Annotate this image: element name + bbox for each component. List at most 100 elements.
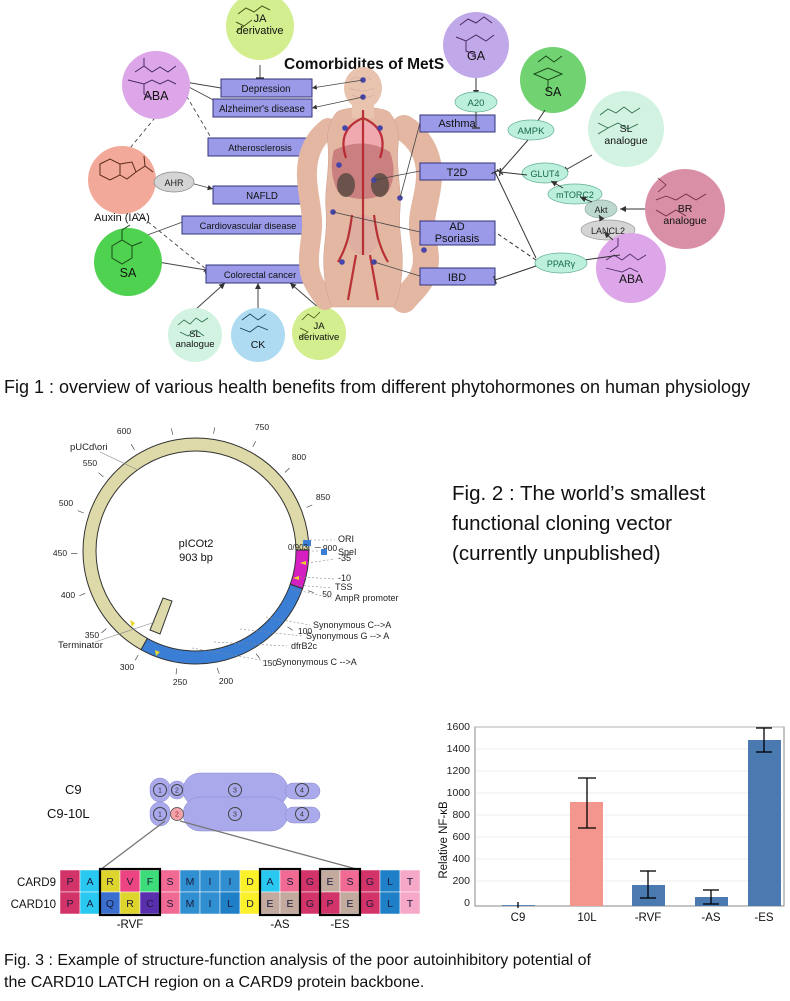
svg-text:200: 200 bbox=[219, 676, 233, 686]
svg-text:SA: SA bbox=[120, 266, 137, 280]
svg-text:A: A bbox=[86, 898, 93, 910]
svg-text:500: 500 bbox=[59, 498, 73, 508]
svg-text:-AS: -AS bbox=[701, 912, 721, 924]
svg-text:400: 400 bbox=[61, 590, 75, 600]
svg-text:1: 1 bbox=[158, 788, 162, 795]
svg-text:ORI: ORI bbox=[338, 534, 354, 544]
svg-text:derivative: derivative bbox=[299, 332, 340, 343]
svg-text:L: L bbox=[387, 876, 393, 888]
svg-text:-ES: -ES bbox=[754, 912, 774, 924]
svg-text:-ES: -ES bbox=[330, 919, 350, 931]
svg-text:A: A bbox=[86, 876, 93, 888]
svg-text:P: P bbox=[326, 898, 333, 910]
svg-text:AD: AD bbox=[449, 221, 464, 233]
svg-text:Fig. 2 : The world’s smallest: Fig. 2 : The world’s smallest bbox=[452, 482, 706, 505]
svg-text:dfrB2c: dfrB2c bbox=[291, 641, 318, 651]
svg-text:Auxin (IAA): Auxin (IAA) bbox=[94, 212, 150, 224]
svg-text:CK: CK bbox=[251, 339, 266, 351]
svg-text:4: 4 bbox=[300, 788, 304, 795]
svg-text:903 bp: 903 bp bbox=[179, 552, 213, 564]
svg-text:P: P bbox=[66, 898, 73, 910]
svg-text:GA: GA bbox=[467, 49, 486, 63]
svg-text:AmpR promoter: AmpR promoter bbox=[335, 593, 399, 603]
svg-text:300: 300 bbox=[120, 662, 134, 672]
svg-text:E: E bbox=[286, 898, 293, 910]
svg-text:200: 200 bbox=[452, 875, 470, 887]
svg-text:3: 3 bbox=[233, 812, 237, 819]
svg-text:I: I bbox=[209, 898, 212, 910]
svg-text:C9-10L: C9-10L bbox=[47, 806, 90, 821]
svg-text:E: E bbox=[266, 898, 273, 910]
svg-text:Colorectal cancer: Colorectal cancer bbox=[224, 270, 296, 280]
svg-text:Depression: Depression bbox=[241, 84, 290, 95]
svg-text:AHR: AHR bbox=[164, 178, 184, 188]
svg-text:-35: -35 bbox=[338, 553, 351, 563]
svg-text:750: 750 bbox=[255, 422, 269, 432]
svg-text:Akt: Akt bbox=[594, 205, 608, 215]
svg-text:C9: C9 bbox=[511, 912, 526, 924]
svg-text:G: G bbox=[366, 876, 374, 888]
svg-text:D: D bbox=[246, 898, 254, 910]
svg-text:(currently unpublished): (currently unpublished) bbox=[452, 542, 661, 565]
svg-text:F: F bbox=[147, 876, 153, 888]
svg-text:Alzheimer's disease: Alzheimer's disease bbox=[219, 104, 305, 115]
svg-text:T2D: T2D bbox=[447, 167, 468, 179]
svg-text:350: 350 bbox=[85, 630, 99, 640]
svg-text:JA: JA bbox=[254, 13, 268, 25]
svg-text:600: 600 bbox=[452, 831, 470, 843]
svg-text:S: S bbox=[286, 876, 293, 888]
svg-text:1600: 1600 bbox=[447, 721, 471, 733]
svg-text:T: T bbox=[407, 898, 414, 910]
svg-text:IBD: IBD bbox=[448, 272, 466, 284]
svg-text:2: 2 bbox=[175, 788, 179, 795]
svg-text:CARD9: CARD9 bbox=[17, 877, 56, 889]
svg-text:E: E bbox=[326, 876, 333, 888]
svg-text:analogue: analogue bbox=[663, 215, 706, 227]
svg-text:50: 50 bbox=[322, 589, 332, 599]
svg-text:E: E bbox=[346, 898, 353, 910]
svg-text:0: 0 bbox=[464, 897, 470, 909]
svg-text:NAFLD: NAFLD bbox=[246, 191, 278, 202]
svg-text:ABA: ABA bbox=[619, 272, 643, 286]
svg-text:Cardiovascular disease: Cardiovascular disease bbox=[200, 221, 297, 231]
svg-text:250: 250 bbox=[173, 677, 187, 687]
svg-text:M: M bbox=[186, 898, 195, 910]
svg-text:functional cloning vector: functional cloning vector bbox=[452, 512, 672, 535]
svg-text:2: 2 bbox=[175, 812, 179, 819]
svg-text:G: G bbox=[306, 876, 314, 888]
svg-text:SA: SA bbox=[545, 85, 562, 99]
svg-text:TSS: TSS bbox=[335, 582, 353, 592]
svg-text:S: S bbox=[166, 876, 173, 888]
svg-text:C: C bbox=[146, 898, 154, 910]
svg-text:T: T bbox=[407, 876, 414, 888]
svg-text:PPARγ: PPARγ bbox=[547, 259, 576, 269]
svg-text:D: D bbox=[246, 876, 254, 888]
svg-text:1400: 1400 bbox=[447, 743, 471, 755]
svg-text:AMPK: AMPK bbox=[518, 126, 546, 137]
svg-text:analogue: analogue bbox=[175, 339, 214, 350]
svg-text:450: 450 bbox=[53, 548, 67, 558]
svg-text:Relative NF-κB: Relative NF-κB bbox=[438, 801, 450, 879]
svg-text:M: M bbox=[186, 876, 195, 888]
svg-text:1: 1 bbox=[158, 812, 162, 819]
svg-text:400: 400 bbox=[452, 853, 470, 865]
svg-text:pICOt2: pICOt2 bbox=[179, 538, 214, 550]
svg-text:pUCd\ori: pUCd\ori bbox=[70, 442, 108, 453]
svg-text:-RVF: -RVF bbox=[117, 919, 144, 931]
svg-text:mTORC2: mTORC2 bbox=[556, 190, 594, 200]
svg-text:Fig 1 : overview of various he: Fig 1 : overview of various health benef… bbox=[4, 377, 750, 397]
svg-text:P: P bbox=[66, 876, 73, 888]
svg-text:Synonymous G --> A: Synonymous G --> A bbox=[306, 631, 389, 641]
svg-text:V: V bbox=[126, 876, 133, 888]
svg-text:600: 600 bbox=[117, 426, 131, 436]
svg-text:-RVF: -RVF bbox=[635, 912, 662, 924]
svg-text:C9: C9 bbox=[65, 782, 82, 797]
svg-text:R: R bbox=[106, 876, 114, 888]
svg-text:4: 4 bbox=[300, 812, 304, 819]
svg-text:850: 850 bbox=[316, 492, 330, 502]
svg-text:800: 800 bbox=[452, 809, 470, 821]
svg-text:1000: 1000 bbox=[447, 787, 471, 799]
svg-text:1200: 1200 bbox=[447, 765, 471, 777]
svg-text:G: G bbox=[366, 898, 374, 910]
svg-text:I: I bbox=[209, 876, 212, 888]
